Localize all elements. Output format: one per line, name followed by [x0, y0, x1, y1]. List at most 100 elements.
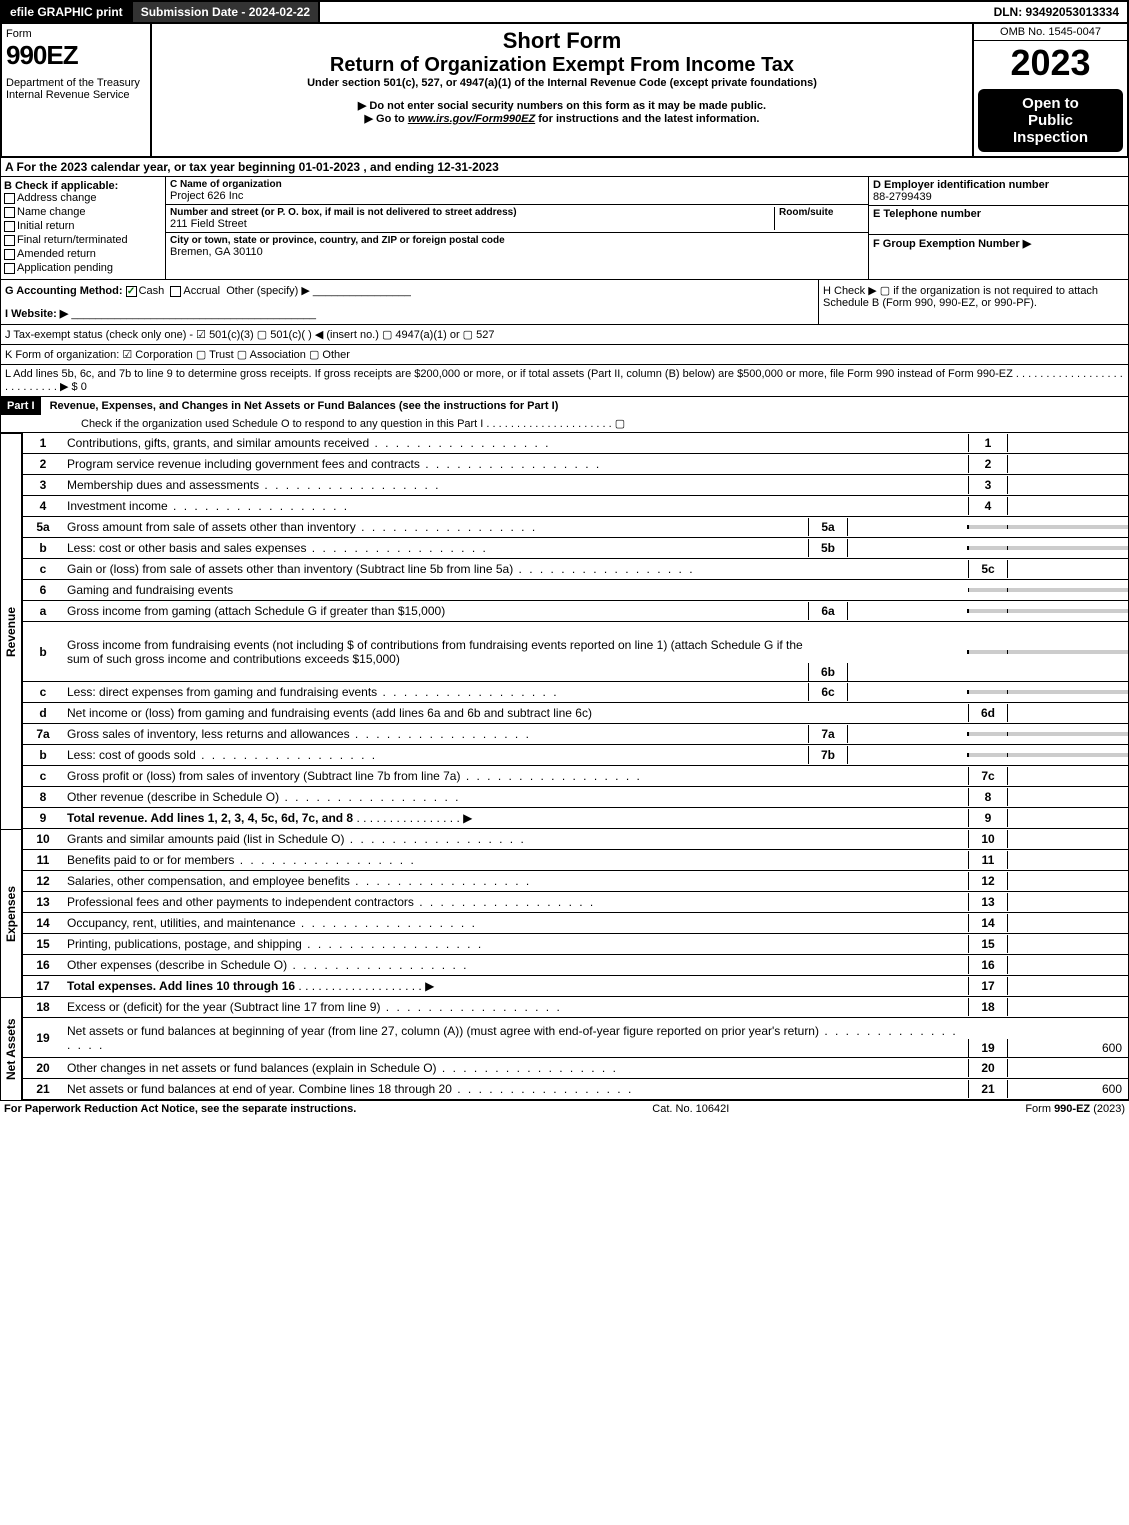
accrual-checkbox[interactable] [170, 286, 181, 297]
app-pending-checkbox[interactable]: Application pending [4, 262, 162, 274]
line-18: Excess or (deficit) for the year (Subtra… [63, 998, 968, 1016]
line-16: Other expenses (describe in Schedule O) [63, 956, 968, 974]
line-8: Other revenue (describe in Schedule O) [63, 788, 968, 806]
line-17: Total expenses. Add lines 10 through 16 … [63, 977, 968, 995]
line-11: Benefits paid to or for members [63, 851, 968, 869]
netassets-section: Net Assets 18Excess or (deficit) for the… [0, 997, 1129, 1100]
street-value: 211 Field Street [170, 218, 774, 230]
section-d-e-f: D Employer identification number 88-2799… [868, 177, 1128, 279]
donot-note: ▶ Do not enter social security numbers o… [160, 99, 964, 112]
line-14: Occupancy, rent, utilities, and maintena… [63, 914, 968, 932]
open2: Public [980, 112, 1121, 129]
goto-post: for instructions and the latest informat… [535, 113, 759, 125]
line-7c: Gross profit or (loss) from sales of inv… [63, 767, 968, 785]
ein-label: D Employer identification number [873, 179, 1049, 191]
final-return-checkbox[interactable]: Final return/terminated [4, 234, 162, 246]
line-19: Net assets or fund balances at beginning… [63, 1022, 968, 1054]
group-exemption-label: F Group Exemption Number ▶ [873, 238, 1031, 250]
top-bar: efile GRAPHIC print Submission Date - 20… [0, 0, 1129, 24]
line-6c: Less: direct expenses from gaming and fu… [63, 683, 808, 701]
short-form-title: Short Form [160, 28, 964, 54]
section-b: B Check if applicable: Address change Na… [1, 177, 166, 279]
ein-value: 88-2799439 [873, 191, 932, 203]
other-specify: Other (specify) ▶ [226, 285, 310, 297]
addr-change-checkbox[interactable]: Address change [4, 192, 162, 204]
section-k: K Form of organization: ☑ Corporation ▢ … [0, 345, 1129, 365]
form-label: Form [6, 28, 146, 40]
line-1: Contributions, gifts, grants, and simila… [63, 434, 968, 452]
part-label: Part I [1, 397, 41, 415]
open-public-badge: Open to Public Inspection [978, 89, 1123, 152]
form-header: Form 990EZ Department of the Treasury In… [0, 24, 1129, 158]
line-6: Gaming and fundraising events [63, 581, 968, 599]
phone-label: E Telephone number [873, 208, 981, 220]
line-5c: Gain or (loss) from sale of assets other… [63, 560, 968, 578]
line-5a: Gross amount from sale of assets other t… [63, 518, 808, 536]
dln: DLN: 93492053013334 [986, 2, 1127, 22]
city-value: Bremen, GA 30110 [170, 246, 864, 258]
section-j: J Tax-exempt status (check only one) - ☑… [0, 325, 1129, 345]
section-l: L Add lines 5b, 6c, and 7b to line 9 to … [0, 365, 1129, 397]
dept-treasury: Department of the Treasury [6, 77, 146, 89]
line-7b: Less: cost of goods sold [63, 746, 808, 764]
goto-link[interactable]: www.irs.gov/Form990EZ [408, 113, 535, 125]
line-6d: Net income or (loss) from gaming and fun… [63, 704, 968, 722]
city-label: City or town, state or province, country… [170, 235, 864, 246]
amended-return-checkbox[interactable]: Amended return [4, 248, 162, 260]
line-12: Salaries, other compensation, and employ… [63, 872, 968, 890]
acct-method-label: G Accounting Method: [5, 285, 123, 297]
section-h: H Check ▶ ▢ if the organization is not r… [818, 280, 1128, 324]
val-21: 600 [1008, 1080, 1128, 1098]
accrual-label: Accrual [183, 285, 220, 297]
section-b-c-d: B Check if applicable: Address change Na… [0, 177, 1129, 280]
name-change-checkbox[interactable]: Name change [4, 206, 162, 218]
val-19: 600 [1008, 1039, 1128, 1057]
spacer [320, 2, 985, 22]
line-15: Printing, publications, postage, and shi… [63, 935, 968, 953]
line-6a: Gross income from gaming (attach Schedul… [63, 602, 808, 620]
revenue-vert-label: Revenue [0, 433, 22, 829]
submission-date: Submission Date - 2024-02-22 [133, 2, 320, 22]
cash-label: Cash [139, 285, 165, 297]
omb-number: OMB No. 1545-0047 [974, 24, 1127, 41]
irs-label: Internal Revenue Service [6, 89, 146, 101]
footer-left: For Paperwork Reduction Act Notice, see … [4, 1103, 356, 1115]
under-section: Under section 501(c), 527, or 4947(a)(1)… [160, 77, 964, 89]
efile-print-button[interactable]: efile GRAPHIC print [2, 2, 133, 22]
expenses-section: Expenses 10Grants and similar amounts pa… [0, 829, 1129, 997]
tax-year: 2023 [974, 41, 1127, 85]
org-name: Project 626 Inc [170, 190, 864, 202]
line-13: Professional fees and other payments to … [63, 893, 968, 911]
line-21: Net assets or fund balances at end of ye… [63, 1080, 968, 1098]
website-label: I Website: ▶ [5, 308, 68, 320]
form-name: 990EZ [6, 40, 146, 71]
revenue-section: Revenue 1Contributions, gifts, grants, a… [0, 433, 1129, 829]
line-10: Grants and similar amounts paid (list in… [63, 830, 968, 848]
line-20: Other changes in net assets or fund bala… [63, 1059, 968, 1077]
netassets-vert-label: Net Assets [0, 997, 22, 1100]
part-check: Check if the organization used Schedule … [1, 415, 1128, 432]
open1: Open to [980, 95, 1121, 112]
return-title: Return of Organization Exempt From Incom… [160, 54, 964, 77]
line-2: Program service revenue including govern… [63, 455, 968, 473]
line-7a: Gross sales of inventory, less returns a… [63, 725, 808, 743]
street-label: Number and street (or P. O. box, if mail… [170, 207, 774, 218]
b-label: B Check if applicable: [4, 180, 118, 192]
org-name-label: C Name of organization [170, 179, 864, 190]
line-4: Investment income [63, 497, 968, 515]
cash-checkbox[interactable] [126, 286, 137, 297]
expenses-vert-label: Expenses [0, 829, 22, 997]
goto-pre: ▶ Go to [365, 113, 408, 125]
section-a: A For the 2023 calendar year, or tax yea… [0, 158, 1129, 177]
section-g-h: G Accounting Method: Cash Accrual Other … [0, 280, 1129, 325]
part-title: Revenue, Expenses, and Changes in Net As… [44, 400, 559, 412]
footer: For Paperwork Reduction Act Notice, see … [0, 1100, 1129, 1117]
line-5b: Less: cost or other basis and sales expe… [63, 539, 808, 557]
footer-right: Form 990-EZ (2023) [1025, 1103, 1125, 1115]
initial-return-checkbox[interactable]: Initial return [4, 220, 162, 232]
line-3: Membership dues and assessments [63, 476, 968, 494]
goto-note: ▶ Go to www.irs.gov/Form990EZ for instru… [160, 112, 964, 125]
section-c: C Name of organization Project 626 Inc N… [166, 177, 868, 279]
open3: Inspection [980, 129, 1121, 146]
room-label: Room/suite [779, 207, 864, 218]
